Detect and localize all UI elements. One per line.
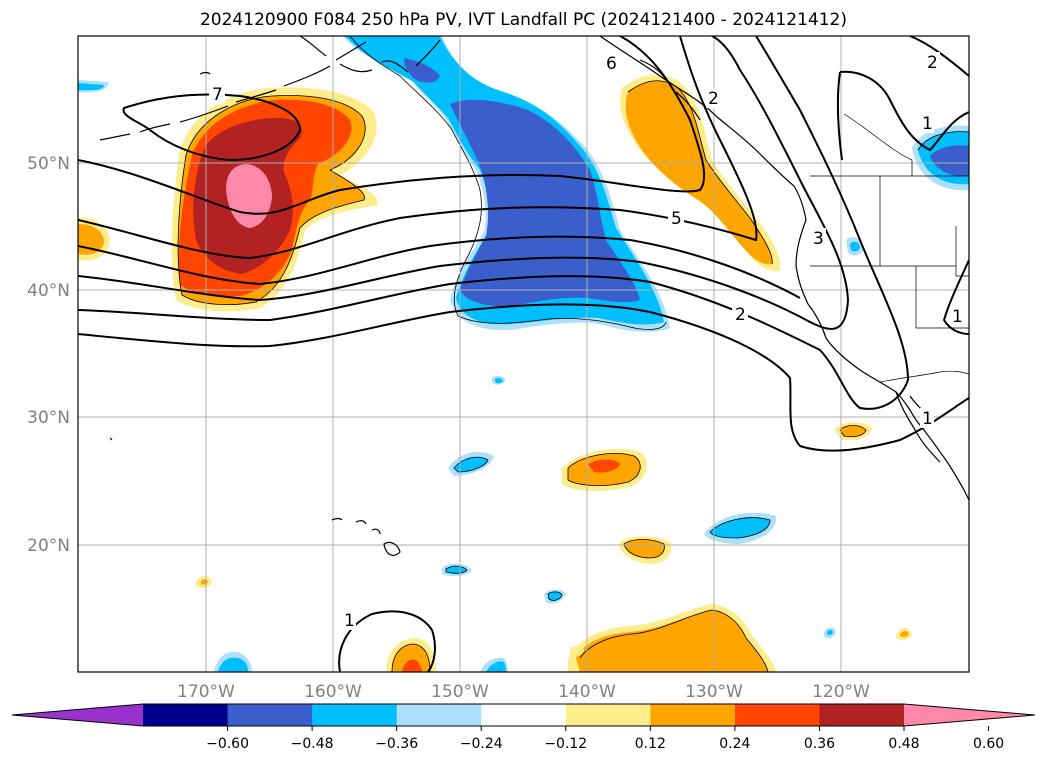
contour-label: 2 <box>735 305 746 325</box>
graticule <box>78 36 969 672</box>
contour-label: 1 <box>922 114 933 134</box>
borders <box>810 113 969 383</box>
colorbar-segment <box>481 704 567 726</box>
pv-anomaly-right-negative <box>912 125 969 191</box>
colorbar-segments <box>11 703 1036 727</box>
colorbar-tick-label: 0.36 <box>804 736 835 752</box>
coastlines <box>99 36 969 556</box>
colorbar-tick-label: 0.24 <box>719 736 750 752</box>
contour-label: 3 <box>813 229 824 249</box>
colorbar-tick-label: −0.12 <box>544 736 587 752</box>
lon-label: 150°W <box>431 682 489 702</box>
pv-anomaly-subtropical-negative <box>78 80 836 672</box>
colorbar-segment <box>143 704 229 726</box>
contour-2 <box>78 36 910 410</box>
pv-anomaly-coast-positive <box>620 74 781 271</box>
map-content: 7 6 5 3 2 2 1 1 1 1 2 <box>78 36 969 672</box>
anomaly-outlines <box>177 36 969 672</box>
longitude-labels: 170°W 160°W 150°W 140°W 130°W 120°W <box>177 682 870 702</box>
latitude-labels: 50°N 40°N 30°N 20°N <box>27 154 70 556</box>
colorbar-segment <box>312 704 398 726</box>
colorbar-extend-high <box>904 704 1035 726</box>
contour-1-ne-b <box>836 71 843 161</box>
lon-label: 140°W <box>558 682 616 702</box>
contour-label: 1 <box>922 409 933 429</box>
colorbar: −0.60 −0.48 −0.36 −0.24 −0.12 0.12 0.24 0.36 0.4… <box>11 703 1036 752</box>
map-frame <box>77 35 970 673</box>
contour-label: 2 <box>708 89 719 109</box>
lon-label: 120°W <box>812 682 870 702</box>
colorbar-extend-low <box>12 704 143 726</box>
contour-label: 1 <box>344 611 355 631</box>
contour-label: 5 <box>671 209 682 229</box>
lat-label: 30°N <box>27 408 70 428</box>
colorbar-outline <box>11 703 1036 727</box>
pv-anomaly-oregon-negative <box>846 237 864 256</box>
contour-4 <box>78 235 801 299</box>
contour-6 <box>78 36 706 215</box>
lat-label: 20°N <box>27 536 70 556</box>
lon-label: 160°W <box>304 682 362 702</box>
lat-label: 40°N <box>27 281 70 301</box>
contour-label: 1 <box>952 307 963 327</box>
pv-anomaly-subtropical-positive <box>196 422 912 672</box>
colorbar-segment <box>650 704 736 726</box>
lat-label: 50°N <box>27 154 70 174</box>
contour-1-ne <box>839 70 969 152</box>
colorbar-tick-label: 0.60 <box>973 736 1004 752</box>
colorbar-tick-labels: −0.60 −0.48 −0.36 −0.24 −0.12 0.12 0.24 0.36 0.4… <box>206 736 1004 752</box>
contour-label: 6 <box>606 54 617 74</box>
contour-label: 2 <box>927 53 938 73</box>
contour-labels: 7 6 5 3 2 2 1 1 1 1 2 <box>209 52 964 631</box>
colorbar-tick-label: −0.36 <box>375 736 418 752</box>
contour-1 <box>78 303 969 452</box>
contour-5 <box>78 36 758 260</box>
colorbar-segment <box>819 704 905 726</box>
colorbar-tick-label: −0.24 <box>460 736 503 752</box>
colorbar-tick-label: −0.48 <box>291 736 334 752</box>
colorbar-segment <box>565 704 651 726</box>
contour-label: 7 <box>212 85 223 105</box>
contour-1-east <box>942 259 969 335</box>
colorbar-segment <box>227 704 313 726</box>
lon-label: 170°W <box>177 682 235 702</box>
contour-1-south <box>338 610 436 672</box>
colorbar-tick-label: −0.60 <box>206 736 249 752</box>
colorbar-tick-label: 0.48 <box>888 736 919 752</box>
colorbar-segment <box>396 704 482 726</box>
contour-3 <box>78 36 850 330</box>
lon-label: 130°W <box>685 682 743 702</box>
colorbar-ticks <box>227 726 990 731</box>
colorbar-tick-label: 0.12 <box>635 736 666 752</box>
map-title: 2024120900 F084 250 hPa PV, IVT Landfall… <box>199 10 847 30</box>
colorbar-segment <box>734 704 820 726</box>
